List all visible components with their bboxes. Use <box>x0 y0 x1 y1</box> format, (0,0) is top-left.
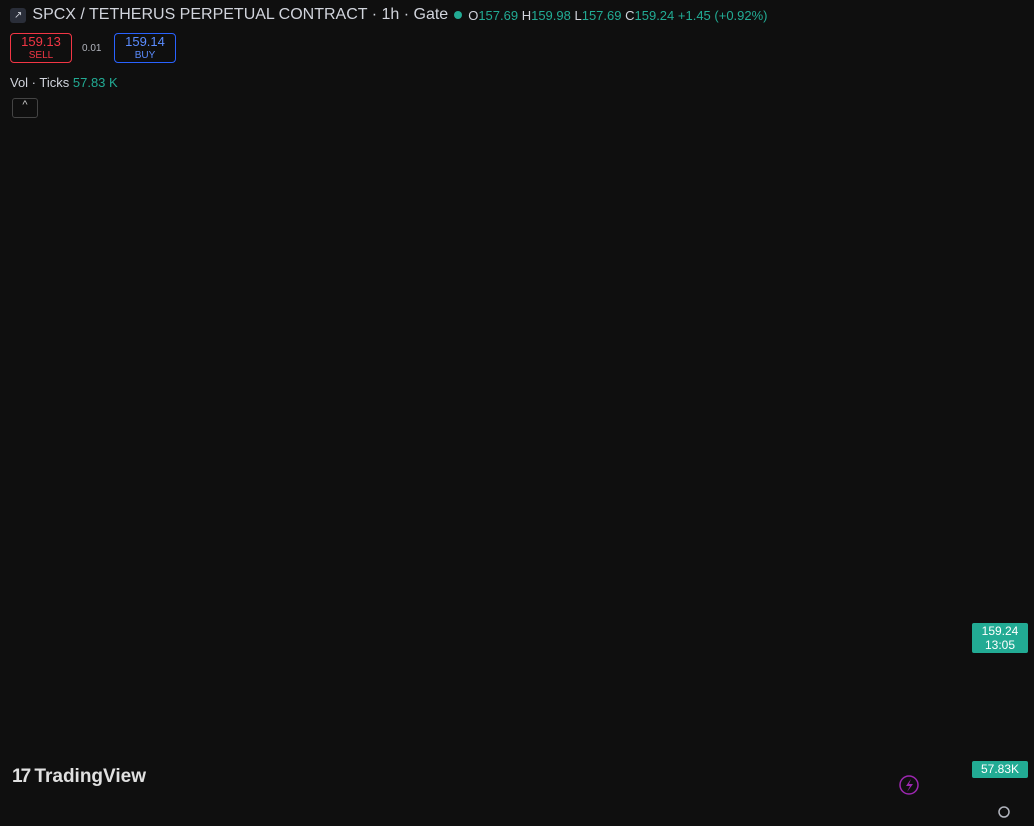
lightning-glyph <box>906 779 913 792</box>
sell-label: SELL <box>28 50 54 61</box>
ohlc-key: C <box>625 7 635 23</box>
ohlc: O157.69 H159.98 L157.69 C159.24 +1.45 (+… <box>468 8 767 23</box>
buy-button[interactable]: 159.14 BUY <box>114 33 176 63</box>
collapse-button[interactable]: ^ <box>12 98 38 118</box>
ohlc-value: 159.98 <box>531 7 571 23</box>
logo-text: TradingView <box>34 766 146 787</box>
symbol-icon: ↗ <box>10 7 27 23</box>
volume-legend-value: 57.83 K <box>72 75 118 90</box>
ohlc-key: L <box>574 7 582 23</box>
logo-mark: 17 <box>12 766 31 787</box>
ohlc-key: O <box>468 7 479 23</box>
status-dot <box>454 11 463 19</box>
buy-price: 159.14 <box>125 34 165 49</box>
ohlc-value: 157.69 <box>478 7 519 23</box>
sell-button[interactable]: 159.13 SELL <box>10 33 72 63</box>
symbol: SPCX / TETHERUS PERPETUAL CONTRACT · 1h … <box>32 6 449 23</box>
change: +1.45 (+0.92%) <box>677 7 768 23</box>
volume-legend-label: Vol · Ticks <box>10 75 70 90</box>
spread: 0.01 <box>82 43 102 54</box>
buy-label: BUY <box>134 50 156 61</box>
logo: 17 TradingView <box>12 766 146 788</box>
ohlc-value: 159.24 <box>634 7 675 23</box>
volume-tag: 57.83K <box>972 761 1028 778</box>
lightning-icon[interactable] <box>899 775 919 795</box>
volume-legend: Vol · Ticks 57.83 K <box>10 75 118 90</box>
settings-icon[interactable] <box>998 806 1010 818</box>
price-tag: 159.24 13:05 <box>972 622 1028 653</box>
price-tag-value: 159.24 <box>981 623 1019 638</box>
header: ↗ SPCX / TETHERUS PERPETUAL CONTRACT · 1… <box>10 6 768 24</box>
sell-price: 159.13 <box>21 34 61 49</box>
ohlc-value: 157.69 <box>581 7 622 23</box>
price-tag-time: 13:05 <box>984 637 1016 652</box>
ohlc-key: H <box>521 7 532 23</box>
